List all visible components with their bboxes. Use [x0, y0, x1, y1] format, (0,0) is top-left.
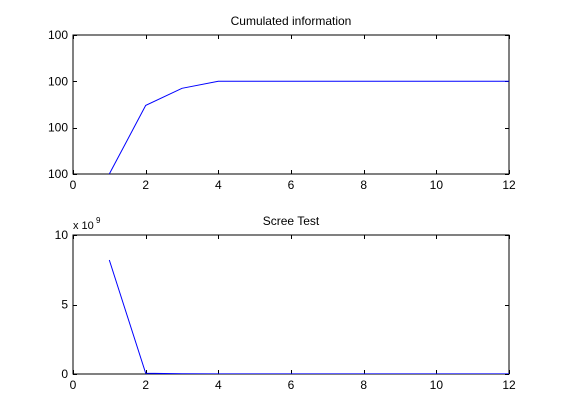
series-line: [108, 259, 509, 374]
x-tick-label: 8: [360, 178, 367, 192]
series-line: [108, 80, 509, 174]
x-tick-label: 12: [502, 378, 516, 392]
x-tick-label: 0: [70, 378, 77, 392]
x-tick-label: 0: [70, 178, 77, 192]
axes-cumulated-information: 0 2 4 6 8 10 12 100 100 100 100 Cumulated informati…: [48, 14, 516, 192]
x-tick-label: 8: [360, 378, 367, 392]
x-tick-label: 10: [430, 178, 444, 192]
y-tick-label: 10: [55, 228, 69, 242]
x-tick-label: 12: [502, 178, 516, 192]
y-tick-label: 0: [61, 367, 68, 381]
x-tick-label: 2: [142, 178, 149, 192]
y-tick-label: 100: [48, 74, 68, 88]
y-tick-label: 100: [48, 121, 68, 135]
x-tick-label: 6: [288, 378, 295, 392]
x-tick-label: 10: [430, 378, 444, 392]
x-tick-label: 4: [215, 178, 222, 192]
chart-title: Cumulated information: [231, 14, 352, 28]
y-exponent-superscript: 9: [96, 216, 101, 225]
x-tick-label: 6: [288, 178, 295, 192]
y-tick-label: 5: [61, 298, 68, 312]
y-exponent-label: x 10: [73, 220, 94, 232]
axes-scree-test: 0 2 4 6 8 10 12 0 5 10 Scree Test x 10 9: [55, 214, 516, 392]
x-tick-label: 4: [215, 378, 222, 392]
y-tick-label: 100: [48, 167, 68, 181]
x-tick-label: 2: [142, 378, 149, 392]
y-tick-label: 100: [48, 28, 68, 42]
chart-title: Scree Test: [263, 214, 320, 228]
